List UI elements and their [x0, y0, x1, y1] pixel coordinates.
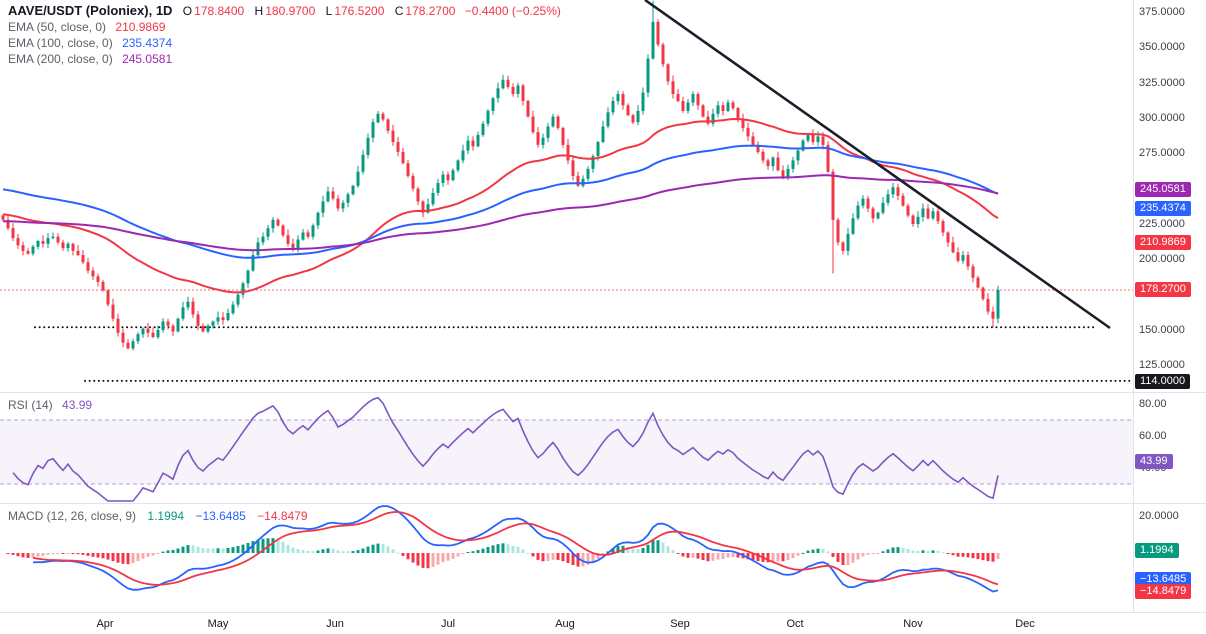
- price-axis-label: 150.0000: [1139, 324, 1185, 336]
- time-axis-label: Jul: [440, 618, 456, 630]
- time-axis-label: Dec: [1015, 618, 1035, 630]
- axis-badge: 245.0581: [1135, 182, 1191, 197]
- price-axis-label: 200.0000: [1139, 253, 1185, 265]
- ema100-value: 235.4374: [122, 36, 173, 50]
- macd-legend-row[interactable]: MACD (12, 26, close, 9) 1.1994 −13.6485 …: [8, 509, 308, 523]
- rsi-axis-label: 80.00: [1139, 398, 1167, 410]
- rsi-line[interactable]: [12, 396, 999, 502]
- ema200-value: 245.0581: [122, 52, 173, 66]
- candlestick-layer[interactable]: [1, 0, 1000, 351]
- rsi-pane: [0, 396, 1133, 502]
- axis-badge: 43.99: [1135, 454, 1173, 469]
- macd-hist-value: 1.1994: [147, 509, 185, 523]
- panel-separators: [0, 0, 1206, 613]
- high-value: 180.9700: [265, 4, 316, 18]
- rsi-value: 43.99: [62, 398, 93, 412]
- rsi-legend-row[interactable]: RSI (14) 43.99: [8, 398, 92, 412]
- time-axis-label: Aug: [555, 618, 575, 630]
- axis-badge: 1.1994: [1135, 543, 1179, 558]
- horizontal-price-lines[interactable]: [0, 289, 1134, 382]
- ema50-label: EMA (50, close, 0): [8, 20, 107, 34]
- rsi-axis-label: 60.00: [1139, 430, 1167, 442]
- symbol-title[interactable]: AAVE/USDT (Poloniex), 1D: [8, 3, 173, 18]
- descending-trendline[interactable]: [644, 0, 1111, 330]
- rsi-band: [0, 420, 1133, 484]
- price-axis-label: 350.0000: [1139, 41, 1185, 53]
- ema100-legend-row[interactable]: EMA (100, close, 0) 235.4374: [8, 35, 561, 51]
- ema100-label: EMA (100, close, 0): [8, 36, 113, 50]
- close-value: 178.2700: [405, 4, 456, 18]
- ema50-legend-row[interactable]: EMA (50, close, 0) 210.9869: [8, 19, 561, 35]
- axis-badge: 235.4374: [1135, 201, 1191, 216]
- price-axis-label: 375.0000: [1139, 6, 1185, 18]
- ema100-line[interactable]: [2, 144, 999, 259]
- ema200-legend-row[interactable]: EMA (200, close, 0) 245.0581: [8, 51, 561, 67]
- high-label: H: [254, 4, 264, 18]
- axis-badge: −14.8479: [1135, 584, 1192, 599]
- time-axis-label: Nov: [903, 618, 923, 630]
- time-axis-label: May: [207, 618, 229, 630]
- ema200-line[interactable]: [3, 174, 999, 252]
- open-value: 178.8400: [194, 4, 245, 18]
- axis-badge: 210.9869: [1135, 235, 1191, 250]
- axis-badge: 114.0000: [1135, 374, 1191, 389]
- ema200-label: EMA (200, close, 0): [8, 52, 113, 66]
- time-axis-label: Sep: [670, 618, 690, 630]
- price-axis-label: 225.0000: [1139, 218, 1185, 230]
- macd-pane: [6, 505, 1000, 593]
- change-value: −0.4400 (−0.25%): [464, 4, 561, 18]
- ema50-value: 210.9869: [115, 20, 166, 34]
- axis-badge: −13.6485: [1135, 572, 1192, 587]
- low-value: 176.5200: [334, 4, 385, 18]
- symbol-row[interactable]: AAVE/USDT (Poloniex), 1D O 178.8400 H 180.…: [8, 3, 561, 19]
- price-axis-label: 325.0000: [1139, 77, 1185, 89]
- time-axis-label: Oct: [786, 618, 804, 630]
- rsi-label: RSI (14): [8, 398, 53, 412]
- macd-line-value: −13.6485: [195, 509, 246, 523]
- macd-signal-value: −14.8479: [257, 509, 308, 523]
- macd-signal-line[interactable]: [32, 510, 999, 586]
- macd-axis-label: 20.0000: [1139, 510, 1179, 522]
- macd-line[interactable]: [32, 505, 999, 593]
- time-axis-label: Jun: [326, 618, 344, 630]
- price-axis-label: 300.0000: [1139, 112, 1185, 124]
- macd-label: MACD (12, 26, close, 9): [8, 509, 137, 523]
- axis-badge: 178.2700: [1135, 282, 1191, 297]
- ema50-line[interactable]: [2, 118, 999, 294]
- time-axis-label: Apr: [96, 618, 114, 630]
- macd-histogram: [6, 538, 1000, 569]
- price-axis-label: 125.0000: [1139, 359, 1185, 371]
- close-label: C: [394, 4, 404, 18]
- open-label: O: [182, 4, 193, 18]
- main-chart-legend: AAVE/USDT (Poloniex), 1D O 178.8400 H 180.…: [8, 3, 561, 67]
- price-axis-label: 275.0000: [1139, 147, 1185, 159]
- low-label: L: [325, 4, 333, 18]
